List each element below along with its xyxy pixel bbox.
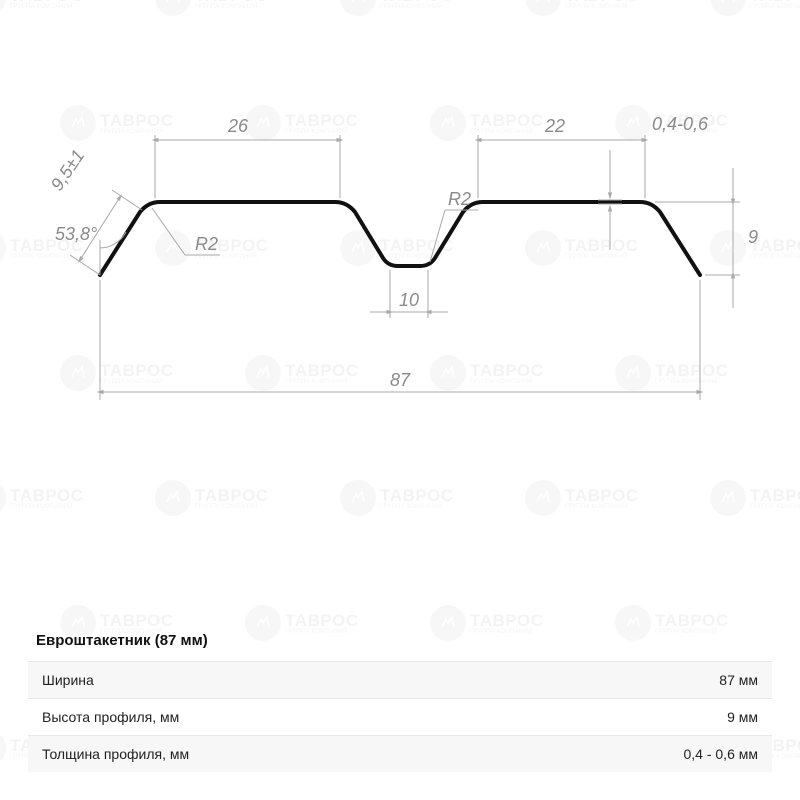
dim-total-width: 87 (390, 370, 411, 390)
spec-label: Высота профиля, мм (42, 709, 179, 725)
spec-value: 9 мм (727, 709, 758, 725)
spec-label: Толщина профиля, мм (42, 746, 189, 762)
table-row: Высота профиля, мм 9 мм (28, 698, 772, 735)
profile-diagram: 26 22 0,4-0,6 9,5±1 53,8° R2 R2 10 (0, 0, 800, 520)
spec-label: Ширина (42, 672, 94, 688)
dim-top-right: 22 (544, 116, 565, 136)
spec-value: 87 мм (719, 672, 758, 688)
spec-table: Евроштакетник (87 мм) Ширина 87 мм Высот… (28, 622, 772, 772)
svg-text:R2: R2 (195, 234, 218, 254)
dim-top-left: 26 (227, 116, 249, 136)
svg-text:53,8°: 53,8° (55, 224, 97, 244)
table-row: Ширина 87 мм (28, 661, 772, 698)
svg-text:R2: R2 (448, 189, 471, 209)
table-row: Толщина профиля, мм 0,4 - 0,6 мм (28, 735, 772, 772)
dim-r2-left: R2 (152, 208, 220, 255)
svg-text:9,5±1: 9,5±1 (47, 146, 89, 194)
dim-left-slant: 9,5±1 (47, 146, 142, 275)
dim-height: 9 (748, 227, 758, 247)
table-title: Евроштакетник (87 мм) (28, 622, 772, 661)
dim-thickness: 0,4-0,6 (652, 114, 709, 134)
spec-value: 0,4 - 0,6 мм (683, 746, 758, 762)
dim-valley: 10 (399, 290, 419, 310)
